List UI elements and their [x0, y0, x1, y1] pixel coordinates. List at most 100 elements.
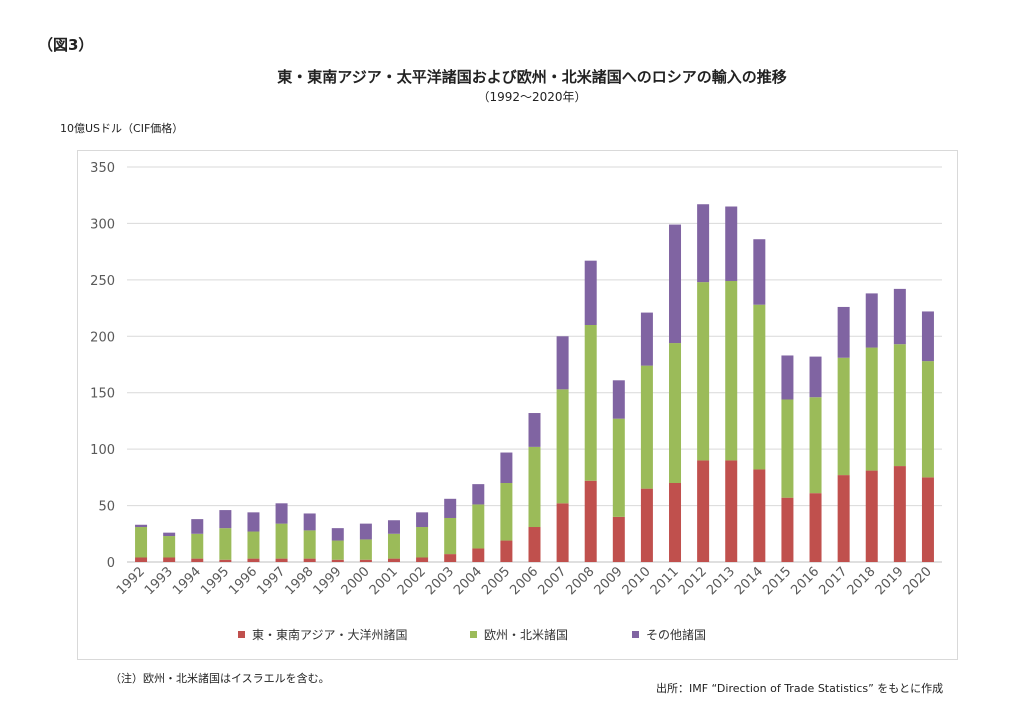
x-tick-label: 1994 [170, 564, 204, 598]
bar-segment [837, 357, 850, 476]
y-tick-label: 250 [90, 274, 115, 289]
x-tick-label: 2018 [845, 564, 879, 598]
bar-segment [303, 530, 316, 559]
x-tick-label: 2017 [816, 564, 850, 598]
y-tick-label: 350 [90, 161, 115, 176]
x-tick-label: 1998 [282, 564, 316, 598]
y-tick-label: 200 [90, 330, 115, 345]
chart-title: 東・東南アジア・太平洋諸国および欧州・北米諸国へのロシアの輸入の推移 [277, 68, 787, 86]
bar-segment [416, 527, 429, 558]
y-tick-label: 100 [90, 443, 115, 458]
bar-segment [359, 559, 372, 562]
x-tick-label: 1995 [198, 564, 232, 598]
x-tick-label: 1999 [311, 564, 345, 598]
bar-segment [669, 483, 682, 562]
bar-segment [275, 503, 288, 524]
bar-segment [669, 224, 682, 344]
x-tick-label: 1992 [114, 564, 148, 598]
x-tick-label: 2011 [648, 564, 682, 598]
bar-segment [612, 418, 625, 517]
bar-segment [191, 533, 204, 559]
bar-segment [640, 488, 653, 562]
bar-segment [556, 336, 569, 390]
bar-segment [191, 558, 204, 562]
legend-swatch [632, 631, 639, 638]
bar-segment [809, 356, 822, 398]
bar-segment [387, 533, 400, 559]
bar-segment [697, 460, 710, 562]
bar-segment [247, 512, 260, 532]
y-tick-label: 0 [107, 556, 115, 571]
bar-segment [135, 557, 148, 562]
x-tick-label: 2002 [395, 564, 429, 598]
bar-segment [893, 288, 906, 345]
bar-segment [472, 504, 485, 549]
bar-segment [781, 497, 794, 562]
bar-segment [697, 282, 710, 461]
bar-segment [387, 558, 400, 562]
x-tick-label: 2001 [367, 564, 401, 598]
bar-segment [331, 559, 344, 562]
bar-segment [247, 558, 260, 562]
y-tick-label: 50 [98, 500, 115, 515]
bar-segment [837, 475, 850, 562]
bar-segment [865, 293, 878, 348]
bar-segment [500, 452, 513, 483]
bar-segment [163, 532, 176, 537]
bar-segment [556, 503, 569, 562]
bar-segment [219, 528, 232, 560]
x-tick-label: 2005 [479, 564, 513, 598]
x-tick-label: 2009 [592, 564, 626, 598]
x-tick-label: 2000 [339, 564, 373, 598]
bar-segment [359, 523, 372, 540]
bar-segment [893, 466, 906, 562]
bar-segment [528, 413, 541, 447]
bar-segment [584, 325, 597, 481]
bar-segment [500, 483, 513, 541]
bar-segment [781, 355, 794, 400]
bar-segment [753, 304, 766, 470]
bar-segment [865, 347, 878, 471]
bar-segment [809, 397, 822, 494]
bar-segment [809, 493, 822, 562]
x-tick-label: 2019 [873, 564, 907, 598]
bar-segment [893, 344, 906, 467]
source-note: 出所：IMF “Direction of Trade Statistics” を… [656, 682, 944, 695]
bar-segment [697, 204, 710, 283]
x-tick-label: 2014 [732, 564, 766, 598]
bar-segment [219, 510, 232, 529]
x-tick-label: 2004 [451, 564, 485, 598]
legend-swatch [238, 631, 245, 638]
bar-segment [163, 557, 176, 562]
bar-segment [331, 540, 344, 560]
x-tick-labels: 1992199319941995199619971998199920002001… [114, 564, 935, 598]
x-tick-label: 2007 [535, 564, 569, 598]
bar-segment [387, 520, 400, 534]
x-tick-label: 1997 [254, 564, 288, 598]
bar-segment [444, 517, 457, 555]
y-tick-label: 150 [90, 387, 115, 402]
legend-label: 欧州・北米諸国 [484, 627, 568, 642]
x-tick-label: 1993 [142, 564, 176, 598]
bar-segment [303, 513, 316, 531]
x-tick-label: 2006 [507, 564, 541, 598]
bars [135, 204, 934, 562]
bar-segment [612, 380, 625, 419]
bar-segment [837, 306, 850, 358]
bar-segment [725, 280, 738, 461]
bar-segment [669, 343, 682, 483]
legend-label: その他諸国 [646, 627, 706, 642]
bar-segment [725, 460, 738, 562]
y-axis-unit-label: 10億USドル（CIF価格） [60, 122, 184, 135]
bar-segment [584, 480, 597, 562]
bar-segment [612, 516, 625, 562]
bar-segment [444, 498, 457, 518]
bar-segment [584, 260, 597, 325]
x-tick-label: 2008 [564, 564, 598, 598]
x-tick-label: 2016 [788, 564, 822, 598]
bar-segment [472, 548, 485, 562]
bar-segment [725, 206, 738, 281]
bar-segment [359, 539, 372, 560]
bar-segment [556, 389, 569, 504]
legend: 東・東南アジア・大洋州諸国 欧州・北米諸国 その他諸国 [238, 627, 706, 642]
